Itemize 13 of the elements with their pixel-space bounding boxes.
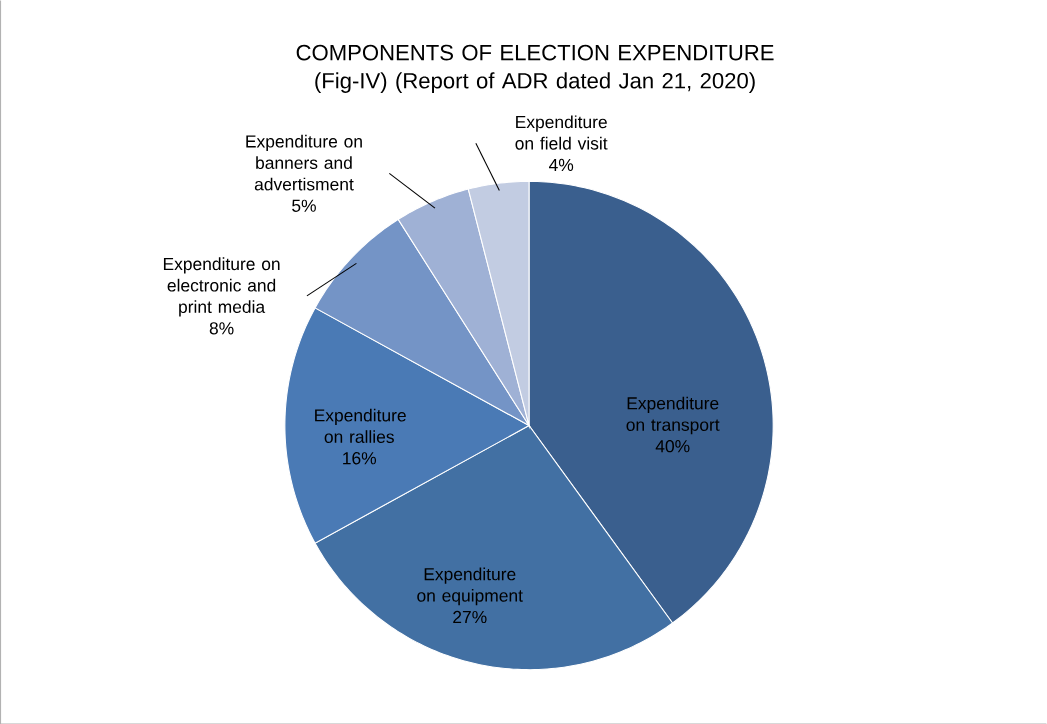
data-label: 40% <box>655 439 690 453</box>
chart-title: COMPONENTS OF ELECTION EXPENDITURE (Fig-IV) (Report of ADR dated Jan 21, 2020) <box>296 44 774 93</box>
data-label: 8% <box>209 321 234 335</box>
data-label: 16% <box>343 451 377 465</box>
data-label: 27% <box>453 610 487 623</box>
slice-label: Expenditure on equipment <box>417 567 523 605</box>
slice-label: Expenditure on field visit <box>515 115 608 150</box>
data-label: 4% <box>549 158 574 171</box>
slice-label: Expenditure on electronic and print media <box>163 257 280 317</box>
slice-label: Expenditure on banners and advertisment <box>246 134 362 191</box>
data-label: 5% <box>292 199 316 212</box>
slice-label: Expenditure on rallies <box>315 408 406 443</box>
slice-label: Expenditure on transport <box>626 396 720 435</box>
